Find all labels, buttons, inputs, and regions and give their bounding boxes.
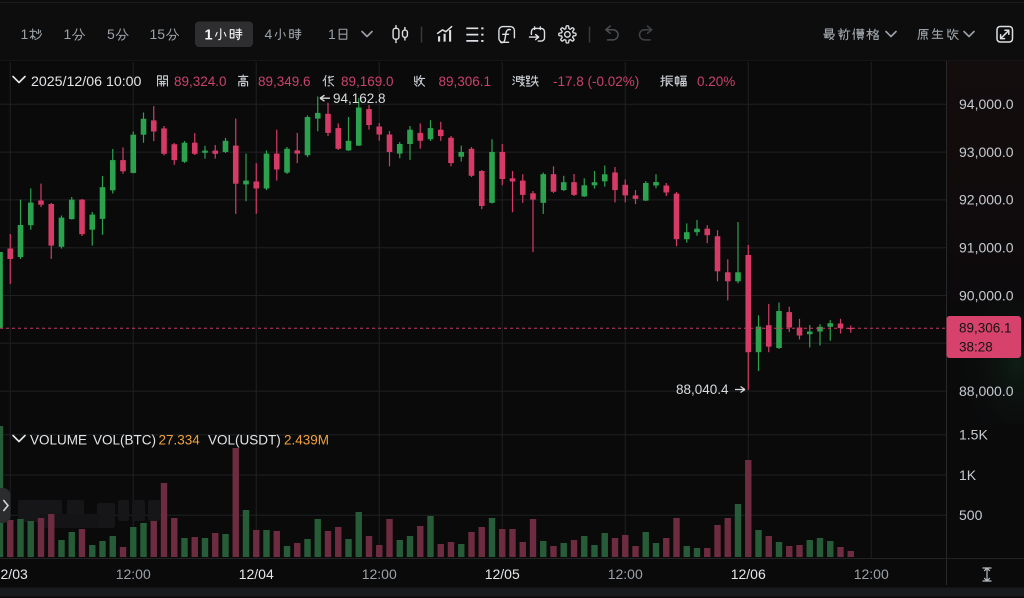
svg-text:-17.8 (-0.02%): -17.8 (-0.02%) bbox=[553, 74, 639, 89]
svg-text:VOL(USDT): VOL(USDT) bbox=[208, 432, 281, 447]
svg-text:VOL(BTC): VOL(BTC) bbox=[93, 432, 156, 447]
svg-text:94,000.0: 94,000.0 bbox=[959, 96, 1014, 112]
svg-text:1: 1 bbox=[150, 26, 158, 42]
svg-text:92,000.0: 92,000.0 bbox=[959, 192, 1014, 208]
svg-text:1: 1 bbox=[64, 26, 72, 42]
svg-text:89,324.0: 89,324.0 bbox=[174, 74, 227, 89]
svg-text:38:28: 38:28 bbox=[959, 340, 993, 355]
svg-text:1: 1 bbox=[21, 26, 29, 42]
svg-text:12:00: 12:00 bbox=[362, 566, 397, 582]
svg-text:12/04: 12/04 bbox=[239, 566, 274, 582]
svg-text:0.20%: 0.20% bbox=[697, 74, 735, 89]
svg-text:89,306.1: 89,306.1 bbox=[439, 74, 492, 89]
svg-text:94,162.8: 94,162.8 bbox=[333, 91, 386, 106]
svg-text:88,040.4: 88,040.4 bbox=[676, 382, 729, 397]
svg-text:12/05: 12/05 bbox=[485, 566, 520, 582]
svg-text:89,349.6: 89,349.6 bbox=[258, 74, 311, 89]
svg-text:89,169.0: 89,169.0 bbox=[341, 74, 394, 89]
svg-text:1: 1 bbox=[328, 26, 336, 42]
svg-text:2025/12/06 10:00: 2025/12/06 10:00 bbox=[31, 74, 142, 90]
svg-text:90,000.0: 90,000.0 bbox=[959, 287, 1014, 303]
svg-text:89,306.1: 89,306.1 bbox=[959, 321, 1012, 336]
svg-text:1.5K: 1.5K bbox=[959, 427, 988, 443]
svg-text:12/06: 12/06 bbox=[731, 566, 766, 582]
svg-text:12:00: 12:00 bbox=[854, 566, 889, 582]
svg-text:27.334: 27.334 bbox=[159, 432, 201, 447]
svg-text:12:00: 12:00 bbox=[608, 566, 643, 582]
svg-text:93,000.0: 93,000.0 bbox=[959, 144, 1014, 160]
svg-text:VOLUME: VOLUME bbox=[30, 432, 87, 447]
svg-text:1K: 1K bbox=[959, 467, 977, 483]
svg-text:12:00: 12:00 bbox=[116, 566, 151, 582]
svg-text:88,000.0: 88,000.0 bbox=[959, 383, 1014, 399]
svg-text:500: 500 bbox=[959, 507, 983, 523]
svg-text:2.439M: 2.439M bbox=[284, 432, 329, 447]
svg-text:12/03: 12/03 bbox=[0, 566, 28, 582]
svg-text:91,000.0: 91,000.0 bbox=[959, 240, 1014, 256]
svg-text:1: 1 bbox=[205, 27, 213, 43]
svg-text:5: 5 bbox=[107, 26, 115, 42]
svg-text:5: 5 bbox=[157, 26, 165, 42]
svg-text:4: 4 bbox=[265, 26, 273, 42]
